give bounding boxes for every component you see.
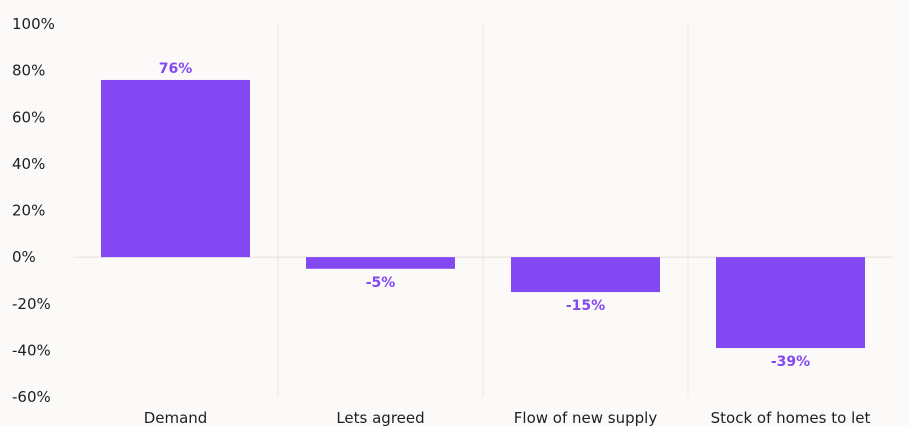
data-label: -15%	[566, 298, 605, 314]
category-label: Stock of homes to let	[711, 409, 871, 426]
y-tick-label: 40%	[12, 155, 45, 173]
category-label: Demand	[144, 409, 208, 426]
data-label: 76%	[159, 61, 193, 77]
data-labels: 76% -5% -15% -39%	[159, 61, 810, 370]
y-tick-label: 60%	[12, 108, 45, 126]
category-label: Flow of new supply	[514, 409, 658, 426]
y-axis-tick-labels: 100% 80% 60% 40% 20% 0% -20% -40% -60%	[12, 15, 55, 406]
y-tick-label: 0%	[12, 248, 36, 266]
y-tick-label: -20%	[12, 295, 51, 313]
y-tick-label: 20%	[12, 202, 45, 220]
category-label: Lets agreed	[336, 409, 424, 426]
data-label: -39%	[771, 354, 810, 370]
bar	[306, 257, 455, 269]
x-axis-category-labels: Demand Lets agreed Flow of new supply Stock…	[144, 409, 871, 426]
y-tick-label: 80%	[12, 62, 45, 80]
y-tick-label: -60%	[12, 388, 51, 406]
bar	[716, 257, 865, 349]
y-tick-label: 100%	[12, 15, 55, 33]
data-label: -5%	[366, 275, 396, 291]
bars	[101, 79, 865, 349]
bar	[101, 79, 250, 258]
bar	[511, 257, 660, 293]
y-tick-label: -40%	[12, 341, 51, 359]
